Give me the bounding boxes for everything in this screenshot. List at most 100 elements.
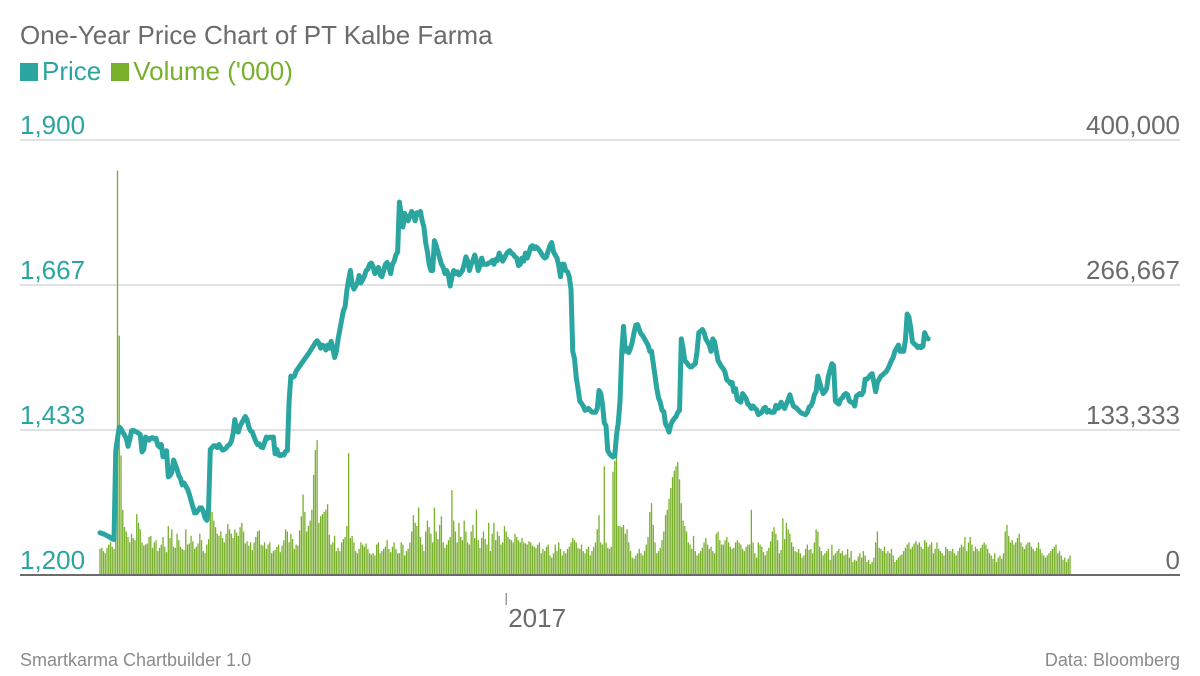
volume-bar xyxy=(402,544,404,575)
volume-bar xyxy=(929,544,931,575)
y-left-tick-label: 1,433 xyxy=(20,400,85,430)
volume-bar xyxy=(629,551,632,575)
volume-bar xyxy=(288,542,290,575)
volume-bar xyxy=(621,527,623,575)
y-left-tick-label: 1,667 xyxy=(20,255,85,285)
volume-bar xyxy=(130,533,133,575)
volume-bar xyxy=(409,542,411,575)
volume-bar xyxy=(509,539,511,575)
volume-bar xyxy=(461,540,464,575)
volume-bar xyxy=(179,546,182,575)
volume-bar xyxy=(514,533,516,575)
volume-bar xyxy=(820,551,823,575)
volume-bar xyxy=(286,531,289,575)
volume-bar xyxy=(638,548,640,575)
volume-bar xyxy=(102,551,105,575)
volume-bar xyxy=(657,551,660,575)
volume-bar xyxy=(108,544,110,575)
volume-bar xyxy=(307,526,310,575)
volume-bar xyxy=(948,551,950,575)
volume-bar xyxy=(1055,544,1057,575)
volume-bar xyxy=(759,544,761,575)
volume-bar xyxy=(999,555,1001,575)
volume-bar xyxy=(969,536,971,575)
volume-bar xyxy=(1053,546,1055,575)
volume-bar xyxy=(304,511,306,575)
volume-bar xyxy=(579,548,581,575)
volume-bar xyxy=(692,535,695,575)
volume-bar xyxy=(139,529,141,575)
volume-bar xyxy=(622,524,625,575)
volume-bar xyxy=(391,546,394,575)
volume-bar xyxy=(305,531,308,575)
volume-bar xyxy=(398,553,401,575)
volume-bar xyxy=(411,531,413,575)
volume-bar xyxy=(414,522,416,575)
volume-bar xyxy=(262,545,264,575)
volume-bar xyxy=(712,551,714,575)
volume-bar xyxy=(696,555,698,575)
volume-bar xyxy=(570,542,572,575)
volume-bar xyxy=(1002,553,1005,575)
volume-bar xyxy=(162,536,164,575)
volume-bar xyxy=(558,542,560,575)
volume-bar xyxy=(178,540,180,575)
volume-bar xyxy=(284,529,287,575)
volume-bar xyxy=(960,544,963,575)
volume-bar xyxy=(433,507,436,575)
volume-bar xyxy=(500,544,502,575)
volume-bar xyxy=(144,544,147,575)
volume-bar xyxy=(568,546,570,575)
volume-bar xyxy=(748,544,751,575)
volume-bar xyxy=(99,548,101,575)
volume-bar xyxy=(1008,535,1010,575)
volume-bar xyxy=(633,558,635,575)
volume-bar xyxy=(610,546,612,575)
volume-bar xyxy=(1009,542,1012,575)
volume-bar xyxy=(197,543,199,575)
volume-bar xyxy=(894,561,896,575)
volume-bar xyxy=(843,555,845,575)
volume-bar xyxy=(881,551,884,575)
volume-bar xyxy=(801,557,803,575)
volume-bar xyxy=(367,548,369,575)
volume-bar xyxy=(325,509,327,575)
volume-bar xyxy=(635,555,637,575)
volume-bar xyxy=(234,529,236,575)
volume-bar xyxy=(1067,558,1069,575)
volume-bar xyxy=(719,540,721,575)
volume-bar xyxy=(691,548,693,575)
volume-bar xyxy=(531,545,534,575)
legend-label-price: Price xyxy=(42,56,102,86)
legend: Price Volume ('000) xyxy=(20,56,303,87)
volume-bar xyxy=(591,551,593,575)
volume-bar xyxy=(302,494,304,575)
volume-bar xyxy=(164,546,166,575)
volume-bar xyxy=(673,470,675,575)
volume-bar xyxy=(482,531,485,575)
volume-bar xyxy=(670,488,672,575)
volume-bar xyxy=(141,542,143,575)
volume-bar xyxy=(980,547,982,575)
volume-bar xyxy=(318,522,320,575)
volume-bar xyxy=(446,544,448,575)
volume-bar xyxy=(649,511,651,575)
volume-bar xyxy=(335,551,338,575)
volume-bar xyxy=(762,552,765,575)
volume-bar xyxy=(370,554,373,575)
volume-bar xyxy=(537,544,539,575)
volume-bar xyxy=(829,559,831,575)
volume-bar xyxy=(1013,544,1015,575)
volume-bar xyxy=(200,540,203,575)
volume-bar xyxy=(706,544,709,575)
volume-bar xyxy=(188,543,190,575)
volume-bar xyxy=(551,557,553,575)
volume-bar xyxy=(496,531,499,575)
volume-bar xyxy=(927,546,929,575)
y-right-tick-label: 133,333 xyxy=(1086,400,1180,430)
volume-bar xyxy=(228,529,231,575)
volume-bar xyxy=(745,546,747,575)
volume-bar xyxy=(1037,542,1040,575)
volume-bar xyxy=(815,529,817,575)
volume-bar xyxy=(220,531,222,575)
